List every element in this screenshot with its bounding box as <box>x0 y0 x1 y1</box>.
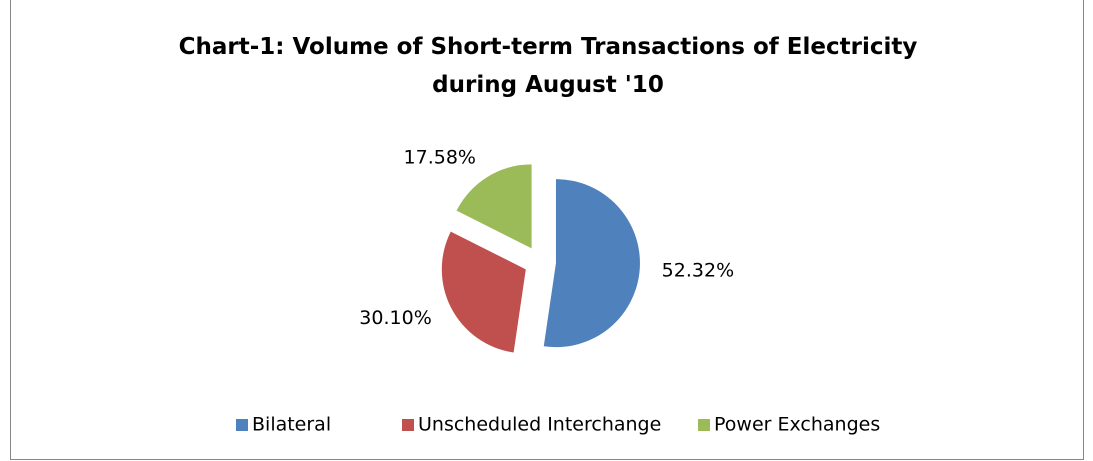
legend-swatch <box>236 419 248 431</box>
pie-slice <box>456 164 532 249</box>
legend-label: Unscheduled Interchange <box>418 414 661 436</box>
legend-swatch <box>402 419 414 431</box>
legend-label: Bilateral <box>252 414 331 436</box>
data-label: 52.32% <box>662 259 734 281</box>
data-label: 30.10% <box>359 307 431 329</box>
chart-title: Chart-1: Volume of Short-term Transactio… <box>178 34 918 98</box>
pie-slice <box>543 179 640 348</box>
legend-label: Power Exchanges <box>714 414 880 436</box>
data-label: 17.58% <box>404 147 476 169</box>
pie-slice <box>441 231 526 353</box>
chart-frame <box>10 0 1084 460</box>
legend-swatch <box>698 419 710 431</box>
